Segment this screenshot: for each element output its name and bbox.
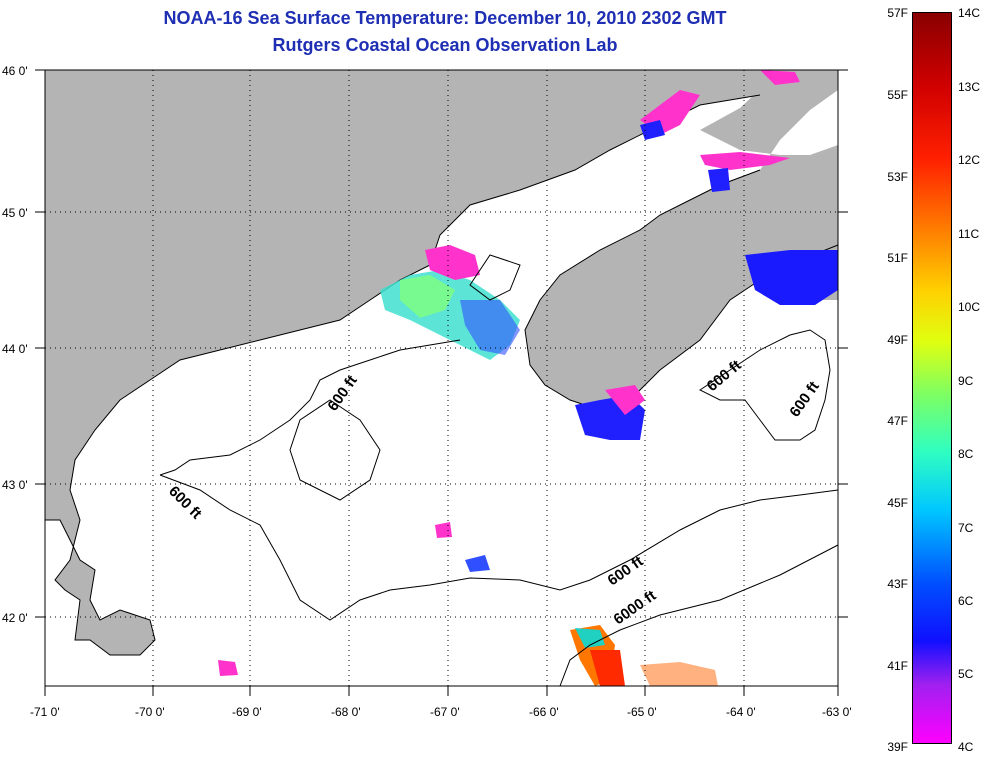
lat-label: 45 0' <box>2 206 28 220</box>
map-title: NOAA-16 Sea Surface Temperature: Decembe… <box>163 8 727 28</box>
colorbar-c-label: 6C <box>958 594 974 608</box>
colorbar-f-label: 51F <box>887 251 908 265</box>
lat-label: 44 0' <box>2 342 28 356</box>
colorbar-c-label: 4C <box>958 740 974 754</box>
colorbar-f-label: 45F <box>887 496 908 510</box>
colorbar-c-label: 11C <box>958 227 980 241</box>
lon-label: -65 0' <box>627 705 657 719</box>
lon-label: -66 0' <box>529 705 559 719</box>
lon-label: -71 0' <box>30 705 60 719</box>
lat-label: 46 0' <box>2 64 28 78</box>
sst-patches <box>218 70 838 686</box>
lon-label: -67 0' <box>430 705 460 719</box>
graticule <box>45 70 838 686</box>
lon-label: -68 0' <box>331 705 361 719</box>
lon-label: -63 0' <box>822 705 852 719</box>
lon-label: -70 0' <box>135 705 165 719</box>
colorbar-f-label: 39F <box>887 740 908 754</box>
coastline <box>45 94 761 656</box>
lon-label: -69 0' <box>232 705 262 719</box>
colorbar-c-label: 9C <box>958 374 974 388</box>
axis-ticks <box>35 69 848 696</box>
lat-label: 43 0' <box>2 478 28 492</box>
map-border <box>44 69 839 687</box>
colorbar-f-label: 49F <box>887 333 908 347</box>
colorbar-c-label: 10C <box>958 300 981 314</box>
temperature-colorbar <box>912 12 952 744</box>
colorbar-c-label: 13C <box>958 80 981 94</box>
colorbar-f-label: 53F <box>887 170 908 184</box>
colorbar-f-label: 57F <box>887 6 908 20</box>
map-subtitle: Rutgers Coastal Ocean Observation Lab <box>272 35 618 55</box>
colorbar-f-label: 47F <box>887 414 908 428</box>
colorbar-f-label: 41F <box>887 659 908 673</box>
colorbar-c-label: 5C <box>958 667 974 681</box>
lon-label: -64 0' <box>726 705 756 719</box>
colorbar-f-label: 43F <box>887 577 908 591</box>
depth-contours <box>159 254 839 687</box>
colorbar-f-label: 55F <box>887 88 908 102</box>
colorbar-c-label: 14C <box>958 6 981 20</box>
colorbar-c-label: 8C <box>958 447 974 461</box>
nova-scotia-coastline <box>524 169 839 411</box>
colorbar-c-label: 12C <box>958 153 981 167</box>
lat-label: 42 0' <box>2 611 28 625</box>
colorbar-c-label: 7C <box>958 521 974 535</box>
